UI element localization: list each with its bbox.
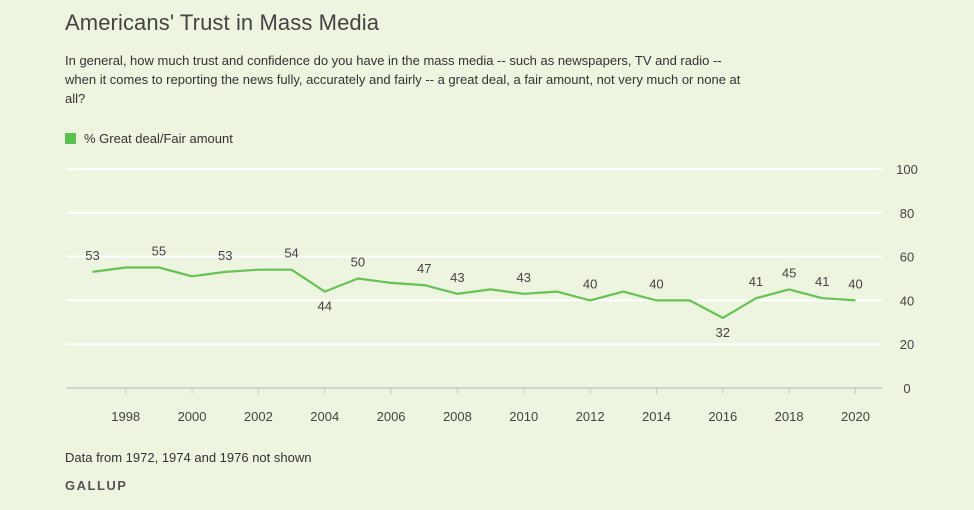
y-tick-label: 20	[900, 337, 914, 352]
data-label: 55	[152, 244, 166, 259]
data-label: 41	[815, 274, 829, 289]
y-tick-label: 40	[900, 293, 914, 308]
x-tick-label: 2002	[244, 409, 273, 424]
series-line	[92, 266, 856, 319]
y-tick-label: 80	[900, 206, 914, 221]
data-label: 41	[749, 274, 763, 289]
line-chart: 0 20 40 60 80 100 1998 2000 2002 2004 2006 2008 2010…	[66, 162, 918, 424]
data-label: 53	[85, 248, 99, 263]
x-tick-label: 2018	[775, 409, 804, 424]
y-tick-label: 100	[896, 162, 918, 177]
brand-logo-text: GALLUP	[65, 478, 128, 493]
x-tick-label: 2008	[443, 409, 472, 424]
x-tick-label: 2000	[178, 409, 207, 424]
chart-title: Americans' Trust in Mass Media	[65, 10, 380, 35]
data-label: 54	[284, 246, 298, 261]
x-tick-label: 2016	[708, 409, 737, 424]
data-label: 45	[782, 265, 796, 280]
data-label: 47	[417, 261, 431, 276]
data-label: 40	[583, 276, 597, 291]
data-label: 43	[517, 270, 531, 285]
footnote: Data from 1972, 1974 and 1976 not shown	[65, 450, 312, 465]
x-tick-label: 1998	[111, 409, 140, 424]
y-tick-label: 0	[903, 381, 910, 396]
data-label: 32	[716, 325, 730, 340]
data-label: 40	[848, 276, 862, 291]
data-label: 53	[218, 248, 232, 263]
data-label: 50	[351, 255, 365, 270]
x-tick-label: 2006	[377, 409, 406, 424]
x-tick-label: 2020	[841, 409, 870, 424]
y-tick-label: 60	[900, 250, 914, 265]
x-tick-label: 2012	[576, 409, 605, 424]
legend-label: % Great deal/Fair amount	[84, 131, 233, 146]
chart-subtitle: In general, how much trust and confidenc…	[65, 53, 741, 106]
x-tick-label: 2004	[310, 409, 339, 424]
data-label: 43	[450, 270, 464, 285]
data-label: 40	[649, 276, 663, 291]
legend: % Great deal/Fair amount	[65, 131, 233, 146]
data-label: 44	[317, 299, 331, 314]
x-tick-label: 2010	[509, 409, 538, 424]
legend-swatch	[65, 133, 76, 144]
x-tick-label: 2014	[642, 409, 671, 424]
